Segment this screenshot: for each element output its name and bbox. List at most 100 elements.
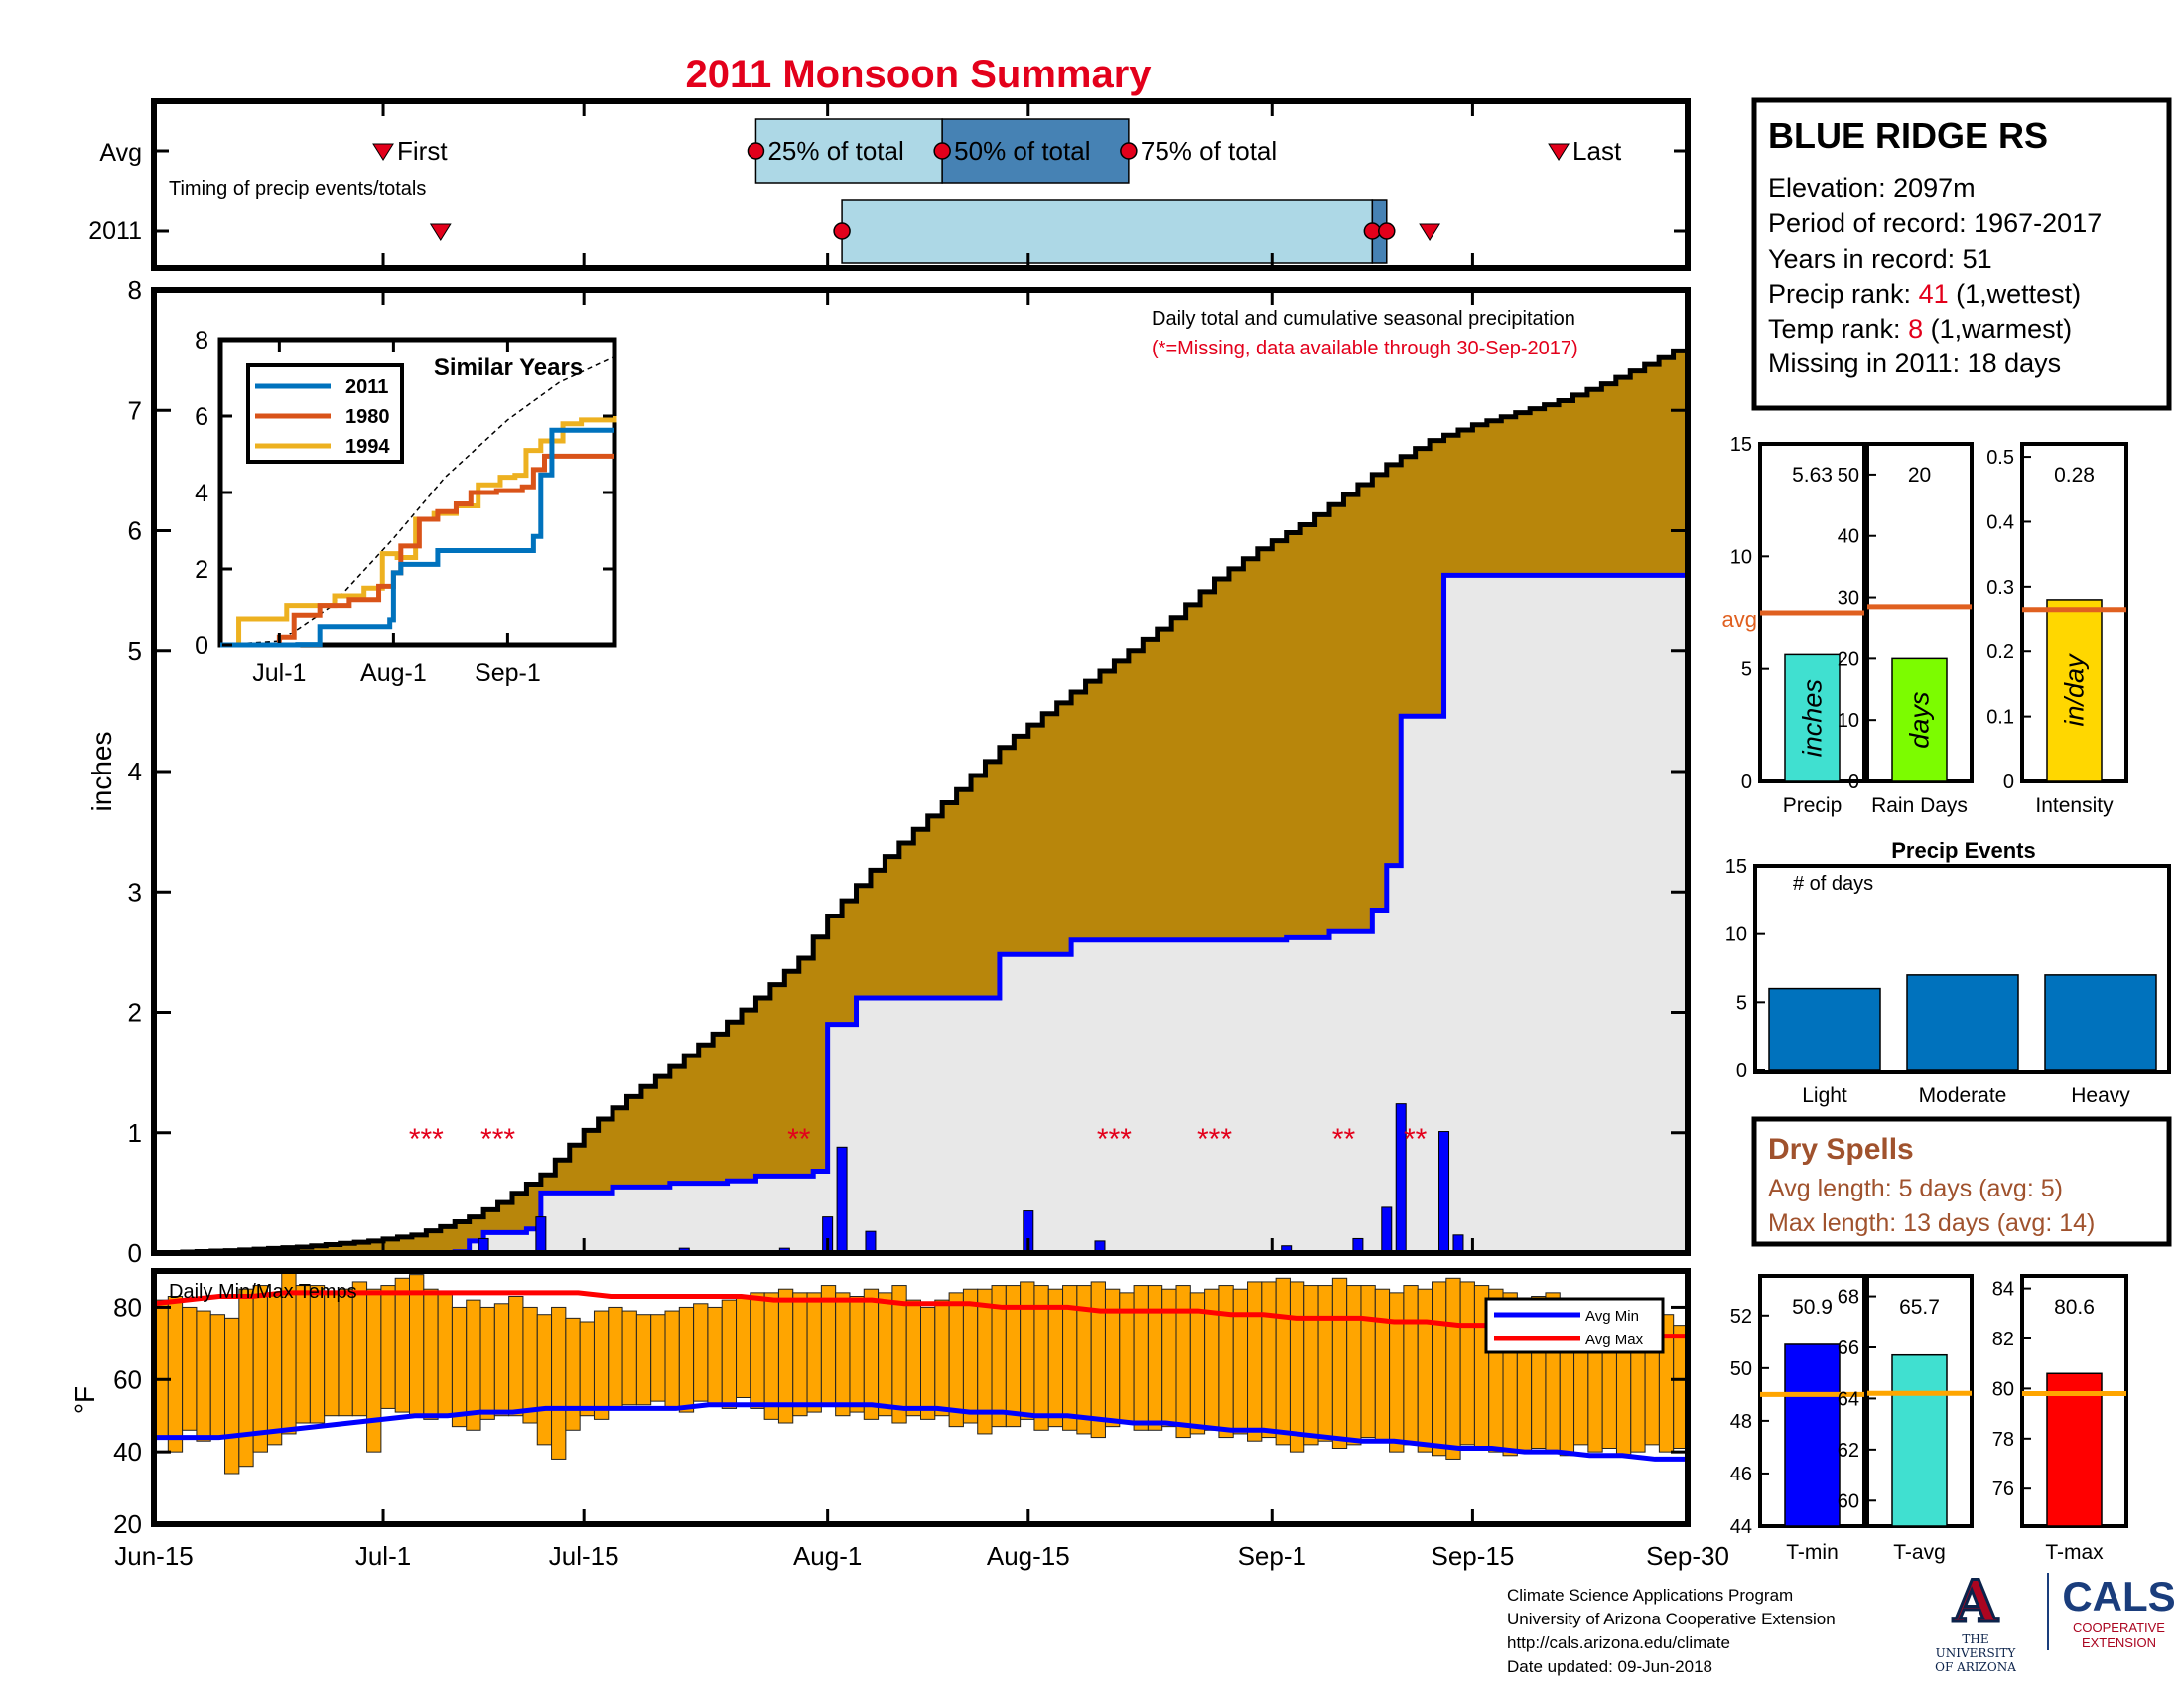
- temp-bar: [437, 1292, 453, 1417]
- temp-bar: [608, 1306, 623, 1409]
- small-panel-ytick-label: 0.5: [1986, 447, 2014, 469]
- inset-ytick-label: 8: [195, 327, 208, 354]
- temp-bar: [209, 1314, 226, 1439]
- temp-annotation: Daily Min/Max Temps: [169, 1281, 357, 1303]
- timing-2011-q1-box: [841, 199, 1374, 264]
- ua-logo-line-2: OF ARIZONA: [1935, 1660, 2016, 1674]
- small-panel-ytick-label: 76: [1992, 1478, 2014, 1500]
- precip-panel: *** *** ** *** *** ** ** Daily total and cumul…: [86, 275, 1691, 1268]
- events-ytick-label: 15: [1725, 856, 1747, 878]
- temp-bar: [1090, 1281, 1106, 1439]
- missing-mark: ***: [480, 1123, 515, 1156]
- temp-bar: [252, 1285, 268, 1453]
- legend-avg-max: Avg Max: [1585, 1332, 1644, 1348]
- temp-bar: [295, 1285, 311, 1424]
- xtick-label: Sep-15: [1431, 1541, 1514, 1571]
- small-panel-ytick-label: 5: [1741, 659, 1752, 681]
- temp-ytick-label: 60: [113, 1364, 142, 1394]
- x-axis: Jun-15 Jul-1 Jul-15 Aug-1 Aug-15 Sep-1 Sep-15 S…: [114, 104, 1729, 1571]
- temp-bar: [579, 1321, 595, 1417]
- temp-bar: [324, 1292, 340, 1417]
- small-panel-avg-label: avg: [1722, 607, 1757, 632]
- small-panel-unit: in/day: [2060, 653, 2090, 727]
- events-category-label: Heavy: [2071, 1084, 2130, 1107]
- avg-min-line: [154, 1402, 1688, 1462]
- xtick-label: Sep-30: [1646, 1541, 1729, 1571]
- timing-2011-p50-marker: [1363, 222, 1382, 240]
- inset-xtick-label: Aug-1: [360, 659, 427, 687]
- temp-bar: [1133, 1285, 1149, 1431]
- temp-bar: [338, 1288, 353, 1417]
- temp-ytick-label: 20: [113, 1509, 142, 1539]
- small-panel-unit: inches: [1798, 679, 1828, 757]
- small-panel-ytick-label: 46: [1730, 1464, 1752, 1485]
- temp-bar: [266, 1292, 283, 1446]
- small-panel-ytick-label: 0: [1741, 772, 1752, 793]
- events-ytick-label: 10: [1725, 924, 1747, 946]
- temp-bar: [1275, 1277, 1291, 1446]
- inset-ytick-label: 4: [195, 480, 208, 507]
- inset-series-1980: [220, 453, 614, 648]
- events-category-label: Light: [1802, 1084, 1847, 1107]
- xtick-label: Sep-1: [1238, 1541, 1306, 1571]
- small-panel-ytick-label: 52: [1730, 1306, 1752, 1328]
- temp-bar: [849, 1296, 865, 1413]
- temp-bar: [1020, 1281, 1035, 1420]
- temp-bar: [707, 1306, 723, 1406]
- timing-avg-q1-box: [754, 118, 943, 184]
- temp-bar: [1403, 1285, 1419, 1446]
- missing-mark: ***: [1197, 1123, 1232, 1156]
- small-panel-ytick-label: 0: [2003, 772, 2014, 793]
- temp-bar: [409, 1274, 425, 1417]
- small-panel-bar: [2046, 1372, 2103, 1527]
- temp-bar: [1432, 1281, 1447, 1457]
- legend-avg-min: Avg Min: [1585, 1308, 1639, 1325]
- chart-title: 2011 Monsoon Summary: [685, 53, 1152, 96]
- temp-bar: [1346, 1285, 1362, 1446]
- inset-xtick-label: Jul-1: [252, 659, 306, 687]
- timing-2011-p25-marker: [833, 222, 851, 240]
- cals-logo-line-1: COOPERATIVE: [2073, 1620, 2165, 1635]
- missing-mark: ***: [1097, 1123, 1132, 1156]
- cals-logo: CALS COOPERATIVE EXTENSION: [2047, 1573, 2181, 1650]
- inset-series-2011: [220, 427, 614, 648]
- small-panel-ytick-label: 80: [1992, 1378, 2014, 1400]
- xtick-label: Aug-1: [793, 1541, 862, 1571]
- temp-bar: [621, 1310, 637, 1406]
- main-ytick-label: 8: [128, 275, 142, 305]
- footer-line-3[interactable]: http://cals.arizona.edu/climate: [1507, 1633, 1730, 1652]
- temp-ytick-label: 40: [113, 1437, 142, 1467]
- xtick-label: Jul-1: [355, 1541, 411, 1571]
- timing-label-p50: 50% of total: [954, 136, 1090, 166]
- small-panel-bar: [1784, 653, 1841, 782]
- daily-precip-bar: [1438, 1131, 1450, 1254]
- temp-bar: [820, 1285, 837, 1406]
- temp-bar: [380, 1285, 396, 1409]
- temp-bar: [508, 1296, 524, 1417]
- inset-legend: 2011 1980 1994: [246, 363, 404, 464]
- temp-bar: [196, 1310, 211, 1442]
- temp-bar: [309, 1285, 326, 1424]
- cals-logo-word: CALS: [2062, 1573, 2176, 1619]
- small-panel-unit: days: [1905, 692, 1935, 749]
- timing-label-last: Last: [1572, 136, 1622, 166]
- cumulative-2011-area: [154, 575, 1688, 1253]
- daily-precip-bar: [836, 1146, 848, 1254]
- small-panel-ytick-label: 68: [1838, 1287, 1859, 1309]
- inset-ytick-label: 0: [195, 633, 208, 660]
- footer-line-4: Date updated: 09-Jun-2018: [1507, 1657, 1712, 1676]
- main-ytick-label: 4: [128, 757, 142, 786]
- university-of-arizona-logo: A THE UNIVERSITY OF ARIZONA: [1921, 1570, 2030, 1675]
- temp-bar: [863, 1288, 880, 1420]
- small-panel-ytick-label: 40: [1838, 526, 1859, 548]
- temp-bar: [451, 1306, 468, 1428]
- daily-precip-bar: [865, 1230, 877, 1254]
- small-panel-bar: [2046, 599, 2103, 782]
- precip-events-panel: Precip Events # of days 0 5 10 15 Light Moder…: [1725, 838, 2171, 1107]
- small-panel-ytick-label: 0.2: [1986, 641, 2014, 663]
- temp-bar: [1331, 1277, 1348, 1450]
- temp-bar: [1374, 1288, 1391, 1442]
- temp-bar: [1147, 1285, 1163, 1431]
- small-panel-ytick-label: 50: [1838, 465, 1859, 487]
- small-panel-ytick-label: 0.4: [1986, 511, 2014, 533]
